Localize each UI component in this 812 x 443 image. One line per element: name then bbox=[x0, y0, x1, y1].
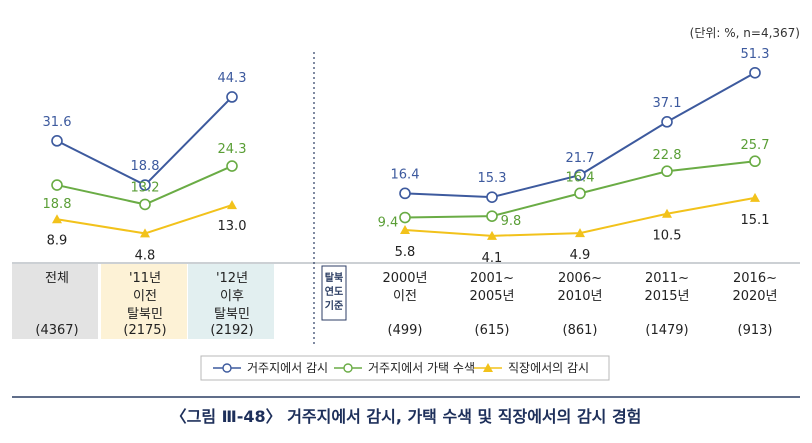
data-point-residence-surveillance bbox=[139, 179, 151, 191]
data-point-workplace-surveillance bbox=[227, 200, 237, 210]
data-label-house-search: 22.8 bbox=[653, 148, 682, 163]
data-point-workplace-surveillance bbox=[400, 224, 410, 234]
data-point-workplace-surveillance bbox=[662, 208, 672, 218]
category-label: 이전 bbox=[393, 289, 417, 304]
category-label: 이전 bbox=[133, 289, 157, 304]
data-label-residence-surveillance: 18.8 bbox=[131, 159, 160, 174]
data-label-house-search: 13.2 bbox=[131, 180, 160, 195]
category-label: 2000년 bbox=[382, 271, 427, 286]
legend-swatch-marker bbox=[222, 363, 232, 373]
side-label-text: 탈북 bbox=[325, 271, 343, 284]
data-point-workplace-surveillance bbox=[575, 228, 585, 238]
data-label-residence-surveillance: 51.3 bbox=[741, 47, 770, 62]
category-n: (2192) bbox=[210, 323, 253, 338]
category-label: 2001~ bbox=[470, 271, 514, 286]
legend-label: 거주지에서 감시 bbox=[247, 361, 328, 375]
data-label-residence-surveillance: 21.7 bbox=[566, 151, 595, 166]
data-point-house-search bbox=[51, 179, 63, 191]
category-n: (861) bbox=[563, 323, 598, 338]
data-label-house-search: 9.8 bbox=[501, 214, 522, 229]
data-label-residence-surveillance: 37.1 bbox=[653, 96, 682, 111]
category-n: (615) bbox=[475, 323, 510, 338]
data-point-residence-surveillance bbox=[399, 187, 411, 200]
data-label-house-search: 9.4 bbox=[378, 216, 399, 231]
data-point-residence-surveillance bbox=[661, 116, 673, 128]
data-label-residence-surveillance: 44.3 bbox=[218, 71, 247, 86]
data-label-house-search: 18.8 bbox=[43, 197, 72, 212]
data-label-workplace-surveillance: 8.9 bbox=[47, 233, 68, 248]
data-point-house-search bbox=[139, 198, 151, 211]
data-label-workplace-surveillance: 4.1 bbox=[482, 251, 503, 266]
data-label-workplace-surveillance: 10.5 bbox=[653, 229, 682, 244]
data-label-residence-surveillance: 31.6 bbox=[43, 115, 72, 130]
legend-box bbox=[200, 355, 610, 381]
data-point-residence-surveillance bbox=[574, 169, 586, 181]
side-label-text: 연도 bbox=[325, 285, 343, 298]
data-label-house-search: 24.3 bbox=[218, 142, 247, 157]
category-label: 2020년 bbox=[732, 289, 777, 304]
data-point-house-search bbox=[574, 187, 586, 200]
data-label-house-search: 16.4 bbox=[566, 170, 595, 185]
data-label-residence-surveillance: 16.4 bbox=[391, 167, 420, 182]
category-label: 2011~ bbox=[645, 271, 689, 286]
legend-label: 거주지에서 가택 수색 bbox=[368, 361, 475, 375]
category-label: 2005년 bbox=[469, 289, 514, 304]
category-n: (499) bbox=[388, 323, 423, 338]
data-point-workplace-surveillance bbox=[140, 228, 150, 238]
category-n: (1479) bbox=[645, 323, 688, 338]
category-band-1 bbox=[12, 264, 98, 339]
category-label: '12년 bbox=[216, 271, 248, 286]
data-point-residence-surveillance bbox=[51, 135, 63, 147]
legend-label: 직장에서의 감시 bbox=[508, 361, 589, 375]
figure-caption: 〈그림 Ⅲ-48〉 거주지에서 감시, 가택 수색 및 직장에서의 감시 경험 bbox=[171, 407, 642, 426]
data-label-house-search: 25.7 bbox=[741, 138, 770, 153]
data-label-workplace-surveillance: 15.1 bbox=[741, 213, 770, 228]
category-label: 전체 bbox=[45, 271, 69, 286]
category-band-3 bbox=[188, 264, 274, 339]
data-label-workplace-surveillance: 4.8 bbox=[135, 248, 156, 263]
data-point-house-search bbox=[226, 160, 238, 172]
data-point-workplace-surveillance bbox=[487, 230, 497, 240]
category-n: (4367) bbox=[35, 323, 78, 338]
data-point-residence-surveillance bbox=[226, 91, 238, 103]
data-point-house-search bbox=[661, 165, 673, 178]
data-label-workplace-surveillance: 5.8 bbox=[395, 245, 416, 260]
legend-swatch-marker bbox=[483, 363, 493, 372]
category-label: 2006~ bbox=[558, 271, 602, 286]
side-label-box bbox=[321, 265, 347, 321]
category-label: 2015년 bbox=[644, 289, 689, 304]
data-point-house-search bbox=[399, 211, 411, 224]
unit-note: (단위: %, n=4,367) bbox=[690, 26, 800, 40]
data-label-workplace-surveillance: 13.0 bbox=[218, 219, 247, 234]
category-label: 탈북민 bbox=[127, 307, 163, 322]
data-point-workplace-surveillance bbox=[750, 192, 760, 202]
data-label-residence-surveillance: 15.3 bbox=[478, 171, 507, 186]
legend-swatch-marker bbox=[343, 363, 353, 373]
category-label: 2010년 bbox=[557, 289, 602, 304]
category-label: 탈북민 bbox=[214, 307, 250, 322]
data-point-house-search bbox=[749, 155, 761, 168]
category-label: 2016~ bbox=[733, 271, 777, 286]
category-band-2 bbox=[101, 264, 187, 339]
data-point-workplace-surveillance bbox=[52, 214, 62, 224]
category-label: 이후 bbox=[220, 289, 244, 304]
category-n: (2175) bbox=[123, 323, 166, 338]
side-label-text: 기준 bbox=[325, 299, 343, 312]
data-point-house-search bbox=[486, 210, 498, 222]
data-point-residence-surveillance bbox=[486, 191, 498, 203]
category-n: (913) bbox=[738, 323, 773, 338]
category-label: '11년 bbox=[129, 271, 161, 286]
data-label-workplace-surveillance: 4.9 bbox=[570, 248, 591, 263]
data-point-residence-surveillance bbox=[749, 66, 761, 79]
